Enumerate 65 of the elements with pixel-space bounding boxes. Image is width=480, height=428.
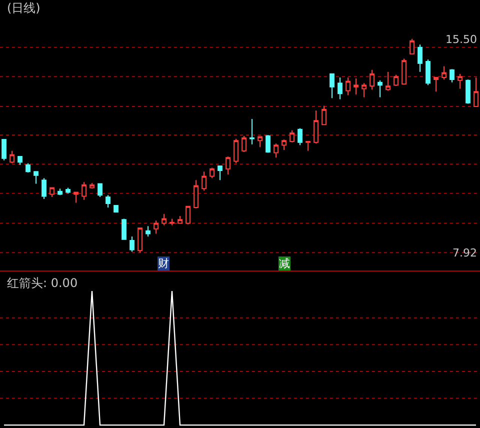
candlestick [218, 166, 222, 181]
candlestick [154, 220, 158, 234]
candlestick [130, 236, 134, 252]
candlestick [122, 218, 126, 240]
candlestick [226, 156, 230, 175]
candlestick [466, 79, 470, 104]
candlestick [242, 135, 246, 152]
candlestick [258, 136, 262, 148]
candlestick [378, 80, 382, 98]
candlestick [274, 142, 278, 158]
candlestick [410, 38, 414, 54]
candlestick [34, 171, 38, 184]
candlestick [426, 58, 430, 86]
candlestick [106, 194, 110, 208]
candlestick [354, 78, 358, 95]
candlestick [370, 69, 374, 90]
candlestick [322, 105, 326, 126]
candlestick [42, 178, 46, 200]
candlestick [146, 226, 150, 238]
candlestick [338, 77, 342, 100]
candlestick [138, 228, 142, 254]
candlestick [82, 182, 86, 200]
candlestick [178, 215, 182, 224]
candlestick [450, 68, 454, 83]
candlestick [114, 205, 118, 212]
annotation: 财 [158, 257, 169, 270]
candlestick [58, 188, 62, 196]
candlestick [266, 134, 270, 154]
candlestick [434, 77, 438, 92]
candlestick [330, 73, 334, 99]
candlestick [194, 180, 198, 209]
candlestick [290, 130, 294, 143]
candlestick [170, 218, 174, 226]
candlestick [306, 141, 310, 152]
candlestick [314, 110, 318, 144]
candlestick [50, 187, 54, 198]
candlestick [26, 162, 30, 174]
candlestick [250, 118, 254, 145]
candlestick [418, 44, 422, 72]
candlestick [298, 128, 302, 146]
candlestick [394, 74, 398, 86]
candlestick [210, 167, 214, 179]
y-tick-label: 15.50 [446, 32, 477, 46]
candlestick [90, 182, 94, 190]
candlestick [2, 139, 6, 161]
candlestick [402, 58, 406, 85]
candlestick [442, 66, 446, 80]
candlestick [18, 156, 22, 166]
annotation: 减 [279, 257, 290, 270]
candlestick [234, 138, 238, 164]
candlestick [282, 139, 286, 150]
candlestick [346, 77, 350, 96]
candlestick [362, 82, 366, 98]
candlestick [98, 183, 102, 198]
candlestick [10, 150, 14, 164]
candlestick [186, 206, 190, 225]
candlestick [66, 187, 70, 194]
chart-title: (日线) [7, 1, 40, 15]
y-tick-label: 7.92 [452, 246, 477, 260]
candlestick [458, 73, 462, 90]
candlestick [202, 171, 206, 192]
candlestick [74, 192, 78, 204]
candlestick [386, 71, 390, 92]
candlestick [162, 213, 166, 226]
chart-title: 红箭头: 0.00 [7, 276, 78, 290]
